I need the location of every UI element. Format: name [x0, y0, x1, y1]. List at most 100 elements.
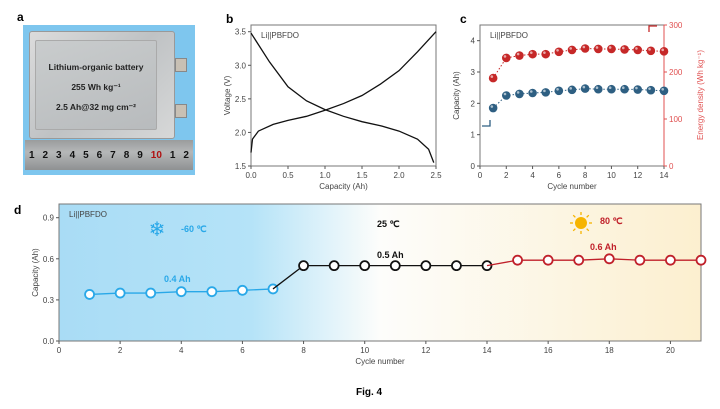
data-point-right: [541, 49, 551, 59]
data-point: [237, 284, 248, 296]
point-highlight: [543, 51, 546, 54]
point-highlight: [648, 87, 651, 90]
sun-icon: [575, 217, 587, 229]
chart-b-annotation: Li||PBFDO: [261, 31, 299, 40]
data-point-right: [488, 73, 498, 83]
chart-c-xlabel: Cycle number: [547, 182, 597, 191]
data-point: [451, 260, 462, 272]
chart-c-y2tick-label: 200: [669, 68, 683, 77]
point-highlight: [543, 89, 546, 93]
data-point: [298, 260, 309, 272]
chart-b-xlabel: Capacity (Ah): [319, 182, 368, 191]
data-point-left: [593, 84, 603, 94]
chart-c-xtick-label: 2: [504, 171, 509, 180]
chart-d-xtick-label: 18: [605, 346, 614, 355]
data-point-right: [515, 51, 524, 60]
chart-b-ytick-label: 2.0: [235, 128, 247, 137]
data-point: [542, 254, 554, 266]
chart-c-annotation: Li||PBFDO: [490, 31, 528, 40]
chart-d-xtick-label: 10: [360, 346, 369, 355]
data-point: [328, 260, 340, 272]
data-point-left: [515, 89, 524, 99]
chart-c-xtick-label: 12: [633, 171, 642, 180]
data-point: [389, 260, 401, 272]
temp-label-room: 25 ℃: [377, 219, 400, 229]
data-point-left: [501, 91, 511, 100]
point-highlight: [490, 75, 494, 78]
chart-b-ytick-label: 3.5: [235, 28, 247, 37]
panel-label-b: b: [226, 12, 234, 26]
sun-ray: [586, 228, 590, 232]
chart-b-xtick-label: 1.0: [319, 171, 331, 180]
chart-b-ytick-label: 1.5: [235, 162, 247, 171]
chart-c-xtick-label: 10: [607, 171, 616, 180]
point-highlight: [569, 87, 572, 90]
data-point-right: [620, 45, 629, 54]
chart-c-xtick-label: 8: [583, 171, 588, 180]
data-point: [84, 289, 95, 300]
chart-d-ytick-label: 0.9: [43, 214, 55, 223]
point-highlight: [516, 91, 520, 94]
ruler-digit: 2: [42, 149, 49, 161]
chart-d-xtick-label: 20: [666, 346, 675, 355]
data-point-left: [633, 85, 643, 94]
chart-c-ytick-label: 2: [471, 99, 476, 108]
data-point: [206, 286, 218, 298]
chart-c-y2label: Energy density (Wh kg⁻¹): [696, 50, 705, 140]
chart-d-xtick-label: 12: [421, 346, 430, 355]
data-point-right: [501, 53, 511, 63]
chart-b-ylabel: Voltage (V): [223, 75, 232, 115]
pouch-cell: Lithium-organic battery 255 Wh kg⁻¹ 2.5 …: [29, 31, 187, 139]
temp-label-cold: -60 ℃: [181, 224, 207, 234]
chart-d-xtick-label: 14: [483, 346, 492, 355]
ruler-digit: 1: [28, 149, 35, 161]
data-point: [634, 254, 646, 266]
point-highlight: [569, 47, 572, 50]
ruler-digit: 1: [169, 149, 176, 161]
data-point-left: [607, 84, 616, 94]
ruler-digit: 10: [150, 149, 162, 161]
data-point: [603, 253, 615, 265]
value-label-room: 0.5 Ah: [377, 250, 404, 260]
point-highlight: [661, 88, 664, 91]
point-highlight: [582, 85, 586, 89]
chart-d-xtick-label: 16: [544, 346, 553, 355]
chart-d-ytick-label: 0.0: [43, 337, 55, 346]
sun-ray: [586, 214, 590, 218]
chart-d-xtick-label: 6: [240, 346, 245, 355]
chart-c-y2tick-label: 100: [669, 115, 683, 124]
point-highlight: [608, 46, 612, 49]
point-highlight: [648, 48, 651, 51]
data-point-left: [528, 88, 537, 98]
data-point: [359, 260, 371, 272]
chart-c-xtick-label: 0: [478, 171, 483, 180]
point-highlight: [635, 86, 638, 90]
data-point-left: [646, 85, 656, 95]
point-highlight: [582, 45, 586, 49]
ruler-digit: 6: [96, 149, 103, 161]
data-point-right: [607, 44, 616, 54]
left-axis-arrow-icon: [482, 120, 491, 127]
point-highlight: [621, 46, 625, 50]
chart-b-xtick-label: 1.5: [356, 171, 368, 180]
point-highlight: [595, 46, 599, 49]
value-label-cold: 0.4 Ah: [164, 274, 191, 284]
photo-title: Lithium-organic battery: [48, 62, 144, 72]
point-highlight: [503, 92, 507, 96]
temp-label-hot: 80 ℃: [600, 216, 623, 226]
point-highlight: [516, 52, 520, 56]
discharge-curve: [250, 32, 435, 163]
chart-b-xtick-label: 2.0: [393, 171, 405, 180]
ruler-digit: 8: [123, 149, 130, 161]
data-point-right: [567, 45, 577, 55]
data-point-left: [541, 88, 551, 97]
chart-c-xtick-label: 6: [557, 171, 562, 180]
chart-d-frame: [58, 203, 702, 342]
value-label-hot: 0.6 Ah: [590, 242, 617, 252]
snowflake-icon: ❄: [149, 219, 166, 241]
chart-b-frame: [250, 24, 437, 167]
chart-c-xtick-label: 4: [530, 171, 535, 180]
data-point: [114, 287, 126, 299]
data-point: [695, 254, 707, 266]
